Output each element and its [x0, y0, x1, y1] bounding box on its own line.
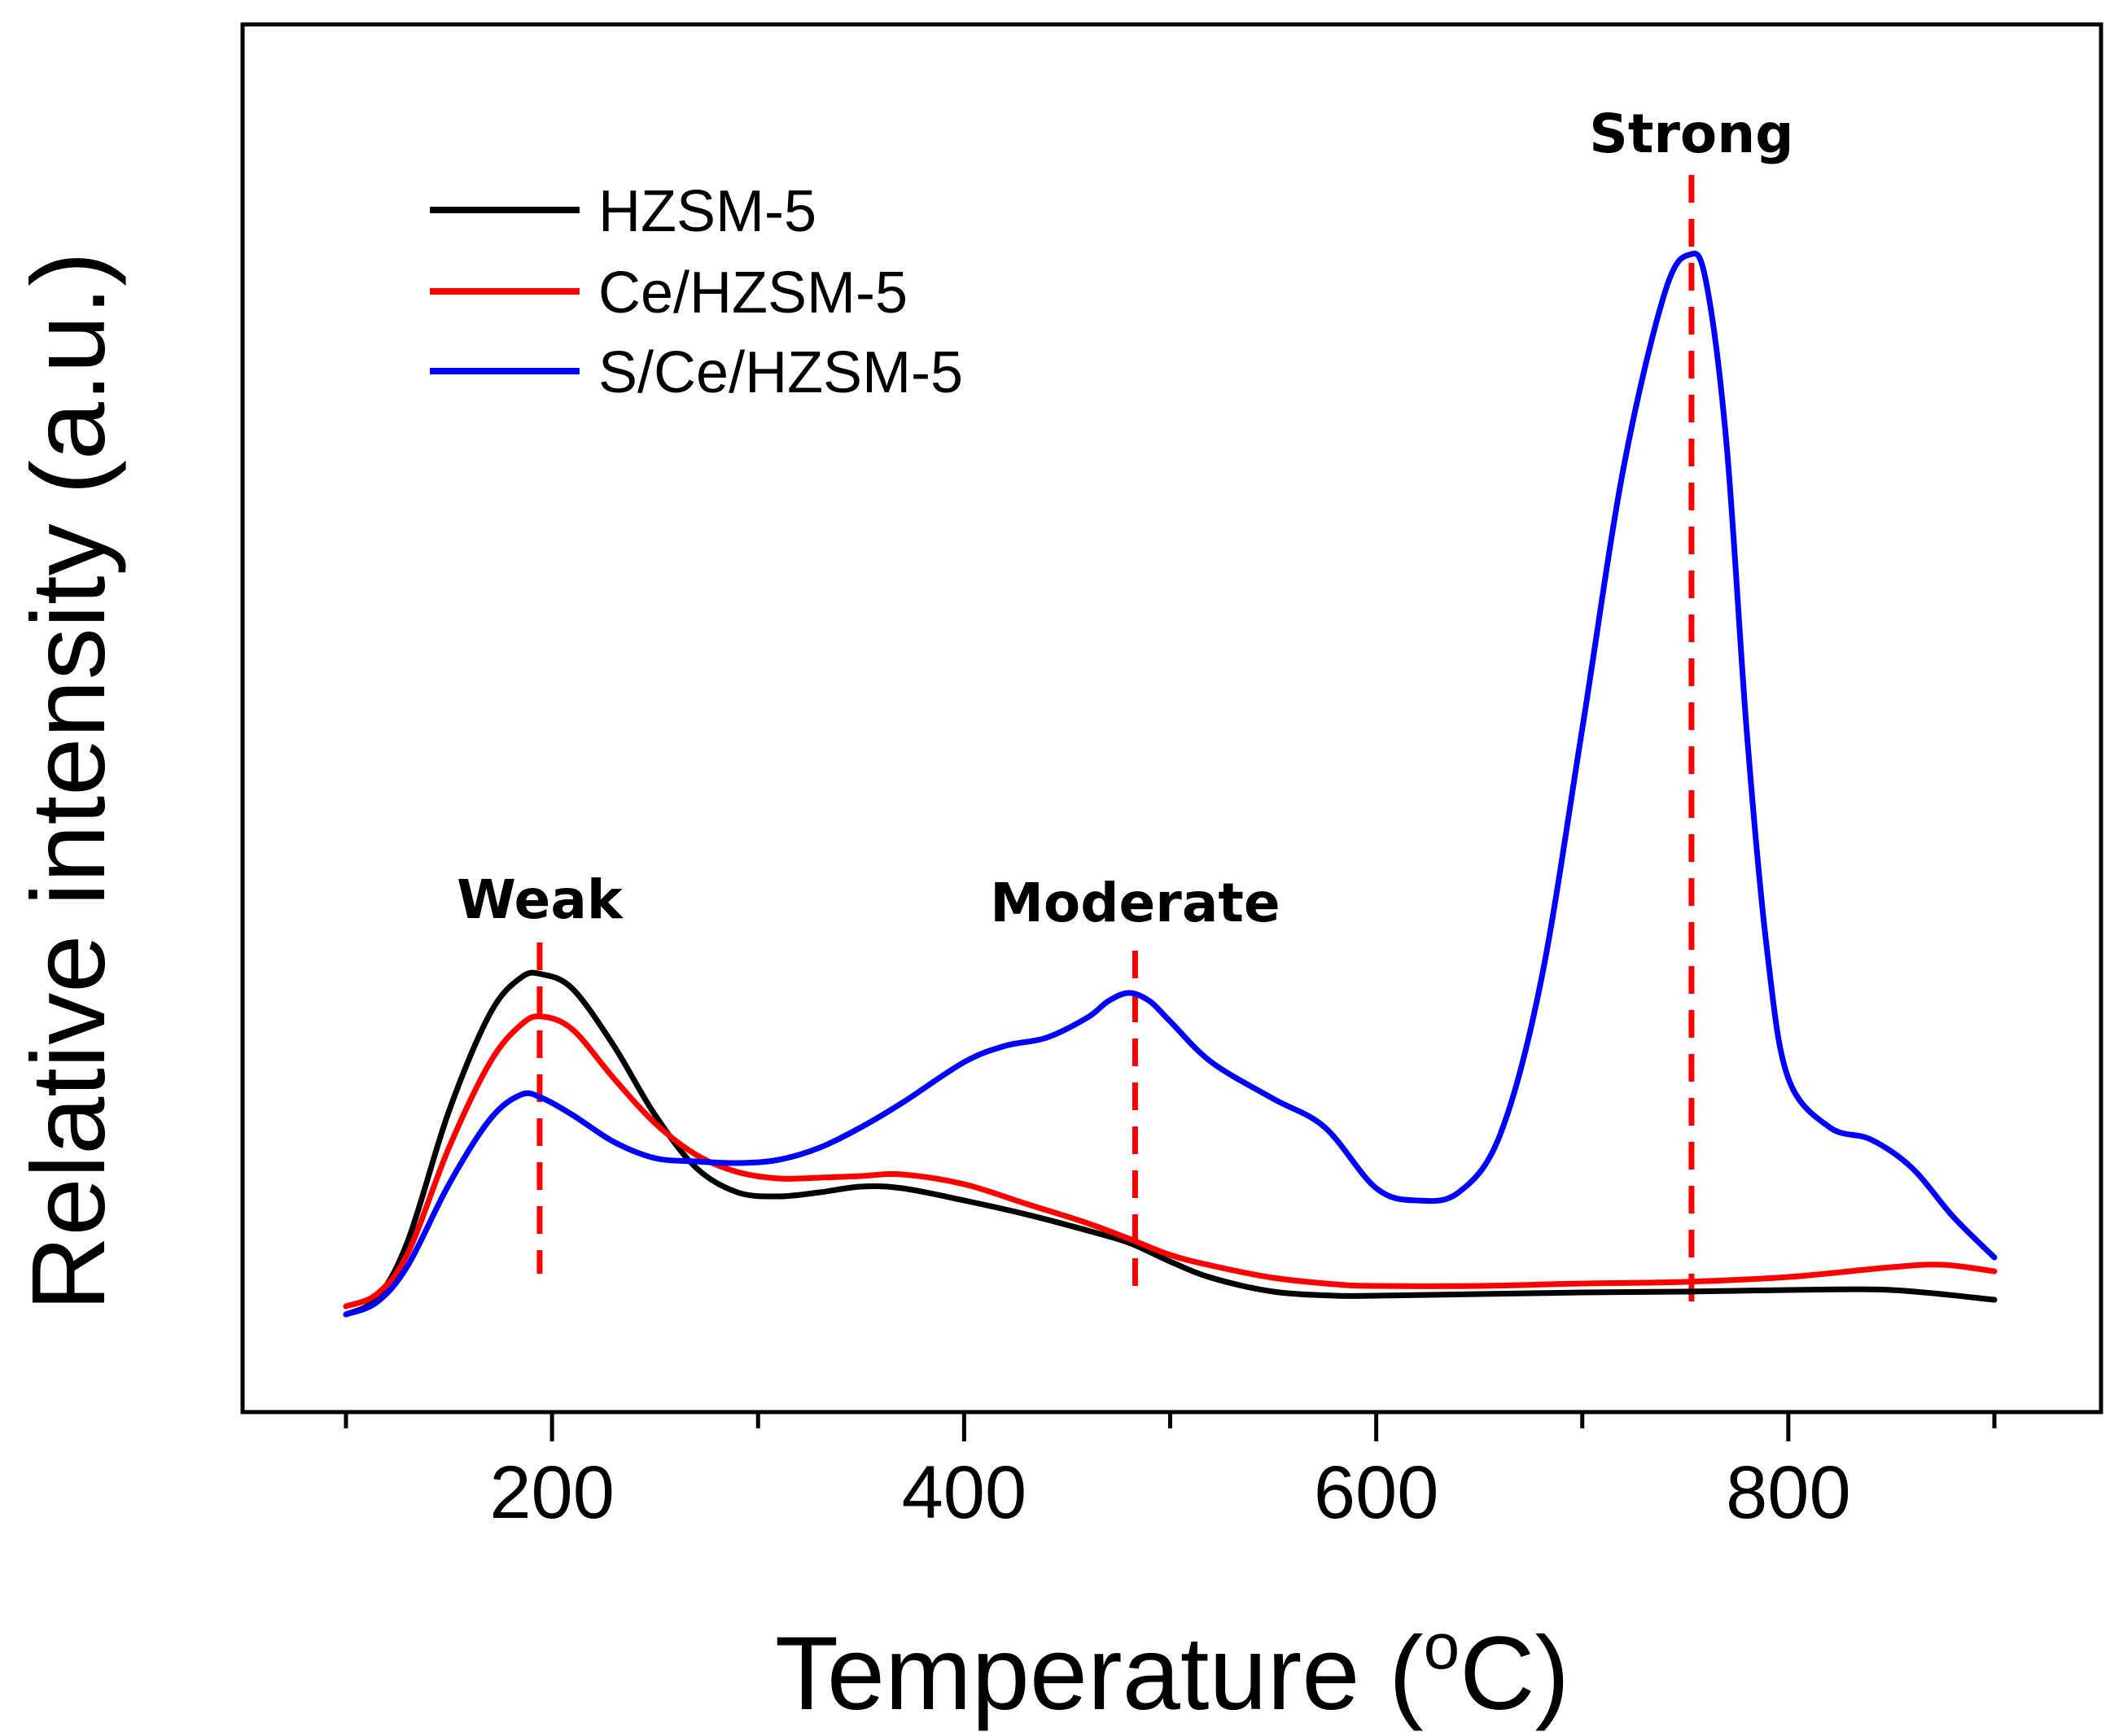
legend: HZSM-5 Ce/HZSM-5 S/Ce/HZSM-5 [430, 179, 963, 405]
annotation-label-moderate: Moderate [990, 872, 1280, 934]
annotation-label-strong: Strong [1589, 103, 1793, 165]
y-axis-title: Relative intensity (a.u.) [11, 251, 127, 1311]
legend-label-hzsm5: HZSM-5 [598, 179, 816, 244]
x-tick-label: 400 [902, 1451, 1027, 1534]
x-tick-label: 200 [489, 1451, 615, 1534]
data-series [343, 251, 1998, 1318]
legend-label-ce-hzsm5: Ce/HZSM-5 [598, 260, 908, 326]
x-axis-ticks [344, 1412, 1997, 1441]
series-line-hzsm-5 [343, 969, 1998, 1318]
annotation-label-weak: Weak [457, 868, 624, 931]
x-axis-title-unit: C) [1460, 1616, 1569, 1732]
x-axis-tick-labels: 200 400 600 800 [489, 1451, 1850, 1534]
x-tick-label: 800 [1726, 1451, 1851, 1534]
series-line-s-ce-hzsm-5 [343, 251, 1998, 1318]
annotation-labels: Weak Moderate Strong [457, 103, 1793, 934]
x-tick-label: 600 [1314, 1451, 1439, 1534]
x-axis-title: Temperature (oC) [775, 1610, 1569, 1732]
x-axis-title-degree: o [1424, 1610, 1460, 1682]
annotation-lines [536, 175, 1695, 1312]
legend-label-s-ce-hzsm5: S/Ce/HZSM-5 [598, 340, 963, 405]
series-line-ce-hzsm-5 [343, 1013, 1998, 1310]
x-axis-title-text: Temperature ( [775, 1616, 1424, 1732]
